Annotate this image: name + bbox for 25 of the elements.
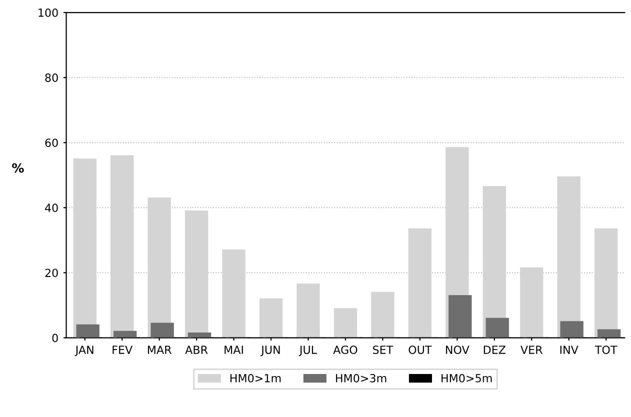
x-tick-label: JAN (74, 346, 94, 356)
y-tick-label: 60 (45, 138, 58, 147)
x-tick-label: AGO (333, 346, 358, 354)
y-axis-title: % (12, 163, 24, 173)
x-tick-label: INV (560, 346, 578, 354)
legend-label: HM0>5m (442, 374, 492, 382)
x-tick-label: VER (520, 346, 542, 354)
x-tick-label: JUN (260, 346, 280, 356)
x-tick-label: DEZ (484, 346, 506, 354)
legend-label: HM0>1m (230, 374, 281, 382)
x-tick-label: SET (373, 346, 394, 354)
legend-label: HM0>3m (336, 374, 386, 382)
x-tick-label: OUT (408, 346, 432, 354)
x-tick-label: FEV (112, 346, 133, 354)
x-tick-label: JUL (298, 346, 317, 356)
x-tick-label: MAI (224, 346, 243, 354)
y-tick-label: 0 (52, 334, 58, 342)
y-tick-label: 20 (45, 268, 58, 278)
x-tick-label: MAR (148, 346, 172, 354)
x-tick-label: TOT (594, 346, 618, 354)
y-tick-label: 40 (45, 204, 58, 212)
x-tick-label: ABR (185, 346, 208, 354)
y-tick-label: 100 (38, 8, 58, 17)
x-tick-label: NOV (446, 346, 470, 354)
y-tick-label: 80 (45, 74, 58, 82)
